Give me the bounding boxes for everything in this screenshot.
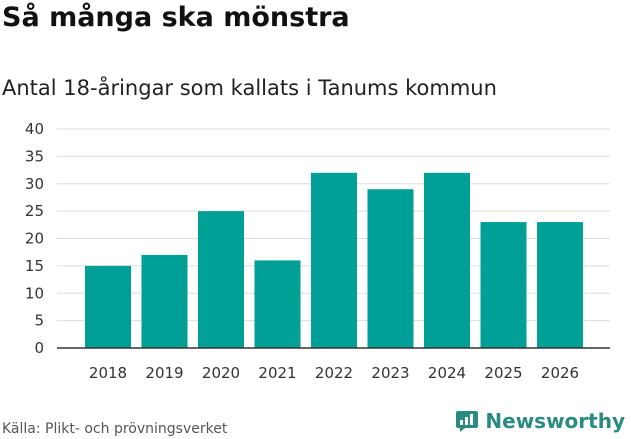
x-tick-label: 2020 xyxy=(202,364,240,382)
y-tick-label: 10 xyxy=(25,284,44,302)
bar-2019 xyxy=(141,254,188,348)
x-tick-label: 2019 xyxy=(145,364,183,382)
newsworthy-logo: Newsworthy xyxy=(455,409,625,433)
y-tick-label: 30 xyxy=(25,175,44,193)
bar-2023 xyxy=(367,189,414,348)
chart-title: Så många ska mönstra xyxy=(2,2,350,33)
bar-2022 xyxy=(311,172,357,348)
x-tick-label: 2022 xyxy=(315,364,353,382)
bar-2026 xyxy=(537,222,583,348)
bar-2021 xyxy=(254,260,301,348)
y-tick-label: 20 xyxy=(25,230,44,248)
y-tick-label: 15 xyxy=(25,257,44,275)
y-tick-label: 35 xyxy=(25,147,44,165)
y-tick-label: 5 xyxy=(34,312,44,330)
source-note: Källa: Plikt- och prövningsverket xyxy=(2,421,228,437)
x-tick-label: 2023 xyxy=(371,364,409,382)
x-tick-label: 2018 xyxy=(89,364,127,382)
x-tick-label: 2024 xyxy=(428,364,466,382)
y-tick-label: 40 xyxy=(25,120,44,138)
x-tick-label: 2021 xyxy=(258,364,296,382)
y-tick-label: 0 xyxy=(34,339,44,357)
x-tick-label: 2025 xyxy=(484,364,522,382)
bar-2020 xyxy=(198,211,244,348)
bar-2018 xyxy=(85,265,131,348)
bar-chart-speech-bubble-icon xyxy=(456,411,479,432)
chart-subtitle: Antal 18-åringar som kallats i Tanums ko… xyxy=(2,76,497,100)
y-tick-label: 25 xyxy=(25,202,44,220)
x-tick-label: 2026 xyxy=(541,364,579,382)
bar-2025 xyxy=(480,222,527,348)
bar-2024 xyxy=(424,172,470,348)
brand-name: Newsworthy xyxy=(485,409,625,433)
